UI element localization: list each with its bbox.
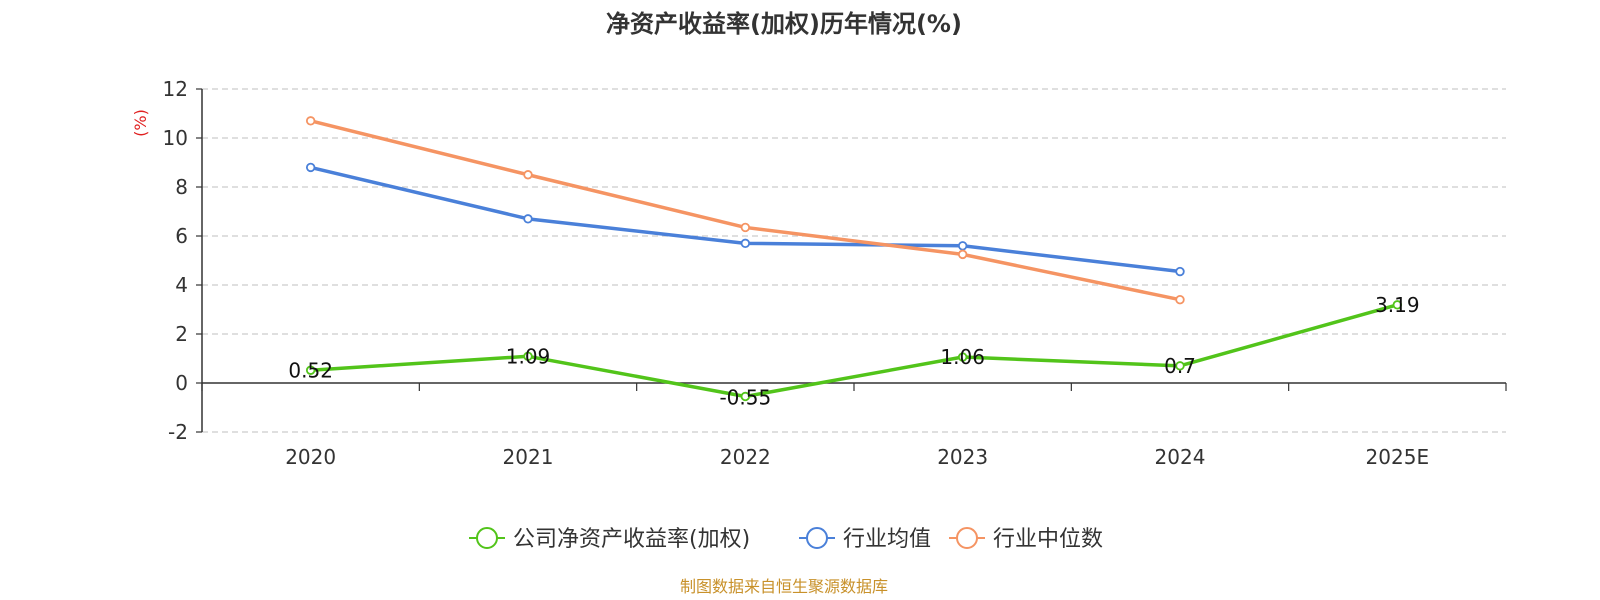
x-tick-label: 2020	[285, 445, 336, 469]
data-point	[957, 241, 968, 251]
y-tick-label: -2	[168, 420, 188, 444]
x-tick-label: 2023	[937, 445, 988, 469]
data-point	[1392, 300, 1403, 310]
series-line-2	[310, 119, 1181, 302]
y-tick-label: 6	[175, 224, 188, 248]
series-line-1	[310, 165, 1181, 274]
data-point	[523, 351, 533, 361]
data-label: 3.19	[1375, 293, 1420, 317]
data-label: 0.52	[288, 358, 333, 382]
y-tick-label: 4	[175, 273, 188, 297]
data-label: -0.55	[719, 385, 771, 409]
x-tick-label: 2021	[503, 445, 554, 469]
data-point	[1175, 266, 1185, 277]
data-point	[1175, 295, 1185, 305]
legend[interactable]: 公司净资产收益率(加权) 行业均值 行业中位数	[469, 527, 1103, 552]
data-point	[957, 352, 968, 362]
legend-marker-1	[806, 527, 828, 549]
data-label: 1.09	[506, 344, 551, 368]
legend-marker-0	[476, 527, 498, 549]
data-point	[305, 162, 316, 173]
data-point	[740, 391, 751, 402]
data-labels: 0.52 1.09 -0.55 1.06 0.7 3.19	[288, 293, 1419, 410]
legend-label: 公司净资产收益率(加权)	[513, 527, 750, 552]
data-point	[957, 249, 968, 260]
axes: -2 0 2 4 6 8 10 12 2020 2021 2022 2023 2024 2025E	[163, 77, 1507, 469]
data-label: 0.7	[1164, 354, 1196, 378]
data-label: 1.06	[940, 345, 985, 369]
data-point	[740, 238, 751, 249]
y-tick-label: 2	[175, 322, 188, 346]
y-tick-label: 8	[175, 175, 188, 199]
legend-label: 行业均值	[843, 527, 931, 552]
x-tick-label: 2024	[1155, 445, 1206, 469]
data-point	[1175, 361, 1185, 371]
y-tick-label: 12	[163, 77, 188, 101]
legend-marker-2	[956, 527, 978, 549]
x-tick-label: 2025E	[1366, 445, 1430, 469]
data-point	[523, 214, 533, 224]
grid-lines	[202, 88, 1506, 433]
series-layer	[305, 116, 1403, 402]
legend-label: 行业中位数	[993, 527, 1103, 552]
chart-title: 净资产收益率(加权)历年情况(%)	[606, 10, 962, 38]
series-line-0	[310, 303, 1398, 399]
y-axis-label: (%)	[131, 109, 150, 137]
source-note: 制图数据来自恒生聚源数据库	[680, 577, 888, 596]
y-tick-label: 10	[163, 126, 188, 150]
x-tick-label: 2022	[720, 445, 771, 469]
data-point	[740, 222, 751, 233]
data-point	[523, 170, 533, 180]
data-point	[305, 365, 316, 375]
y-tick-label: 0	[175, 371, 188, 395]
data-point	[305, 116, 316, 126]
